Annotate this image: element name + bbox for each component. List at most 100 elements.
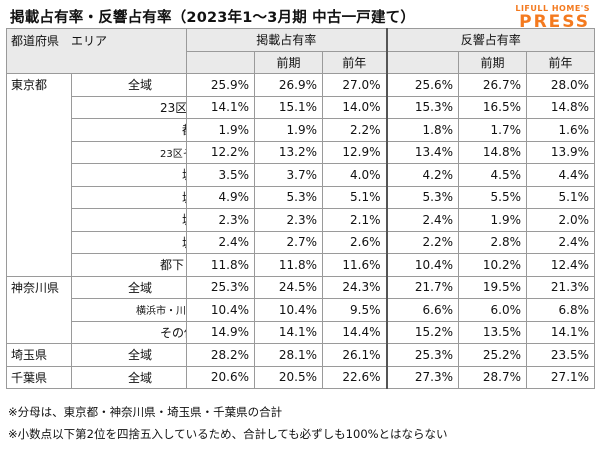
value-cell: 15.1% bbox=[254, 95, 324, 119]
value-cell: 10.4% bbox=[254, 298, 324, 322]
value-cell: 1.9% bbox=[254, 118, 324, 142]
value-cell: 21.7% bbox=[385, 275, 460, 299]
value-cell: 14.1% bbox=[526, 320, 596, 344]
footnote-rounding: ※小数点以下第2位を四捨五入しているため、合計しても必ずしも100%とはならない bbox=[8, 427, 448, 441]
value-cell: 2.3% bbox=[186, 208, 256, 232]
value-cell: 12.4% bbox=[526, 253, 596, 277]
value-cell: 28.0% bbox=[526, 73, 596, 97]
table-row: 千葉県 全域 20.6% 20.5% 22.6% 27.3% 28.7% 27.1% bbox=[6, 365, 596, 389]
value-cell: 14.1% bbox=[186, 95, 256, 119]
value-cell: 24.5% bbox=[254, 275, 324, 299]
value-cell: 2.6% bbox=[322, 230, 388, 254]
area-cell: 横浜市・川崎市 bbox=[70, 298, 188, 322]
prefecture-cell bbox=[6, 186, 72, 209]
area-cell: 都心6区 bbox=[70, 118, 188, 142]
value-cell: 1.9% bbox=[458, 208, 528, 232]
area-cell: 全域 bbox=[70, 343, 188, 367]
value-cell: 14.1% bbox=[254, 320, 324, 344]
value-cell: 4.4% bbox=[526, 163, 596, 187]
value-cell: 23.5% bbox=[526, 343, 596, 367]
area-cell: 23区 bbox=[70, 95, 188, 119]
value-cell: 2.1% bbox=[322, 208, 388, 232]
value-cell: 5.3% bbox=[254, 185, 324, 209]
value-cell: 13.4% bbox=[385, 140, 460, 164]
value-cell: 26.9% bbox=[254, 73, 324, 97]
value-cell: 20.5% bbox=[254, 365, 324, 389]
value-cell: 25.9% bbox=[186, 73, 256, 97]
value-cell: 13.9% bbox=[526, 140, 596, 164]
value-cell: 4.0% bbox=[322, 163, 388, 187]
table-row: 城南2.3%2.3%2.1%2.4%1.9%2.0% bbox=[6, 208, 596, 232]
header-row-2: 前期 前年 前期 前年 bbox=[7, 50, 596, 74]
value-cell: 2.3% bbox=[254, 208, 324, 232]
header-row-1: 都道府県 エリア 掲載占有率 反響占有率 bbox=[5, 28, 596, 74]
value-cell: 10.4% bbox=[186, 298, 256, 322]
value-cell: 11.8% bbox=[186, 253, 256, 277]
header-response-current bbox=[385, 50, 460, 74]
footnote-denominator: ※分母は、東京都・神奈川県・埼玉県・千葉県の合計 bbox=[8, 405, 283, 419]
prefecture-cell: 神奈川県 bbox=[6, 275, 72, 299]
value-cell: 21.3% bbox=[526, 275, 596, 299]
value-cell: 2.0% bbox=[526, 208, 596, 232]
header-response-prev-year: 前年 bbox=[526, 50, 596, 74]
header-listing-prev-period: 前期 bbox=[254, 50, 324, 74]
table-row: 23区その他12.2%13.2%12.9%13.4%14.8%13.9% bbox=[6, 140, 596, 164]
value-cell: 6.6% bbox=[385, 298, 460, 322]
prefecture-cell: 埼玉県 bbox=[6, 343, 72, 367]
table-row: 東京都 全域 25.9% 26.9% 27.0% 25.6% 26.7% 28.0% bbox=[6, 73, 596, 97]
share-table: 都道府県 エリア 掲載占有率 反響占有率 前期 前年 前期 前年 東京都 全域 25… bbox=[5, 28, 596, 389]
value-cell: 1.8% bbox=[385, 118, 460, 142]
value-cell: 10.4% bbox=[385, 253, 460, 277]
table-row: 横浜市・川崎市10.4%10.4%9.5%6.6%6.0%6.8% bbox=[6, 298, 596, 322]
logo-line-1: LIFULL HOME'S bbox=[515, 4, 590, 13]
value-cell: 26.1% bbox=[322, 343, 388, 367]
prefecture-cell bbox=[6, 321, 72, 344]
value-cell: 22.6% bbox=[322, 365, 388, 389]
value-cell: 13.2% bbox=[254, 140, 324, 164]
value-cell: 6.0% bbox=[458, 298, 528, 322]
area-cell: 城南 bbox=[70, 208, 188, 232]
prefecture-cell: 千葉県 bbox=[6, 365, 72, 389]
value-cell: 25.6% bbox=[385, 73, 460, 97]
prefecture-cell bbox=[6, 208, 72, 231]
area-cell: 全域 bbox=[70, 73, 188, 97]
table-row: 城西4.9%5.3%5.1%5.3%5.5%5.1% bbox=[6, 185, 596, 209]
area-cell: 都下 bbox=[70, 253, 188, 277]
prefecture-cell bbox=[6, 118, 72, 141]
value-cell: 25.3% bbox=[385, 343, 460, 367]
value-cell: 10.2% bbox=[458, 253, 528, 277]
value-cell: 2.4% bbox=[526, 230, 596, 254]
value-cell: 2.4% bbox=[186, 230, 256, 254]
value-cell: 27.1% bbox=[526, 365, 596, 389]
prefecture-cell bbox=[6, 253, 72, 277]
table-row: 城北2.4%2.7%2.6%2.2%2.8%2.4% bbox=[6, 230, 596, 254]
prefecture-cell: 東京都 bbox=[6, 73, 72, 96]
value-cell: 14.8% bbox=[458, 140, 528, 164]
header-pref-area: 都道府県 エリア bbox=[5, 28, 188, 74]
value-cell: 14.4% bbox=[322, 320, 388, 344]
table-title: 掲載占有率・反響占有率（2023年1～3月期 中古一戸建て） bbox=[10, 10, 416, 26]
value-cell: 2.7% bbox=[254, 230, 324, 254]
header-listing-current bbox=[186, 50, 256, 74]
header-response-share: 反響占有率 bbox=[385, 28, 596, 52]
value-cell: 5.3% bbox=[385, 185, 460, 209]
prefecture-cell bbox=[6, 96, 72, 119]
value-cell: 27.3% bbox=[385, 365, 460, 389]
header-listing-prev-year: 前年 bbox=[322, 50, 388, 74]
value-cell: 27.0% bbox=[322, 73, 388, 97]
value-cell: 4.5% bbox=[458, 163, 528, 187]
value-cell: 5.1% bbox=[526, 185, 596, 209]
table-row: 埼玉県 全域 28.2% 28.1% 26.1% 25.3% 25.2% 23.5% bbox=[6, 343, 596, 367]
value-cell: 16.5% bbox=[458, 95, 528, 119]
area-cell: その他 bbox=[70, 320, 188, 344]
area-cell: 城西 bbox=[70, 185, 188, 209]
prefecture-cell bbox=[6, 231, 72, 254]
value-cell: 19.5% bbox=[458, 275, 528, 299]
value-cell: 9.5% bbox=[322, 298, 388, 322]
area-cell: 23区その他 bbox=[70, 140, 188, 164]
value-cell: 15.3% bbox=[385, 95, 460, 119]
table-row: 城東3.5%3.7%4.0%4.2%4.5%4.4% bbox=[6, 163, 596, 187]
value-cell: 6.8% bbox=[526, 298, 596, 322]
value-cell: 4.2% bbox=[385, 163, 460, 187]
value-cell: 2.2% bbox=[322, 118, 388, 142]
